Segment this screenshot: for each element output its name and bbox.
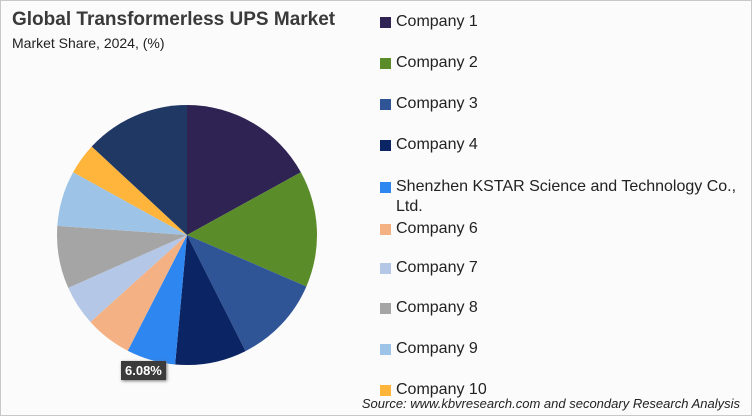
- legend-item-5: Shenzhen KSTAR Science and Technology Co…: [380, 177, 746, 217]
- pie-slice-5: [127, 235, 187, 365]
- pie-slice-11: [91, 105, 187, 235]
- pie-slice-1: [187, 105, 301, 235]
- legend-swatch: [380, 140, 391, 151]
- legend-swatch: [380, 58, 391, 69]
- legend-item-7: Company 7: [380, 258, 478, 278]
- legend-label: Company 2: [396, 54, 478, 71]
- legend-item-10: Company 10: [380, 380, 487, 400]
- pie-slice-9: [57, 172, 187, 235]
- legend-item-8: Company 8: [380, 298, 478, 318]
- legend-swatch: [380, 99, 391, 110]
- pie-slice-10: [73, 146, 187, 235]
- chart-subtitle: Market Share, 2024, (%): [12, 35, 165, 51]
- chart-title: Global Transformerless UPS Market: [12, 9, 336, 30]
- legend-label: Shenzhen KSTAR Science and Technology Co…: [396, 178, 737, 215]
- legend-swatch: [380, 344, 391, 355]
- legend-label: Company 9: [396, 340, 478, 357]
- legend-item-6: Company 6: [380, 219, 478, 239]
- pie-slice-4: [175, 235, 246, 365]
- legend-label: Company 6: [396, 220, 478, 237]
- legend-label: Company 3: [396, 95, 478, 112]
- data-label-shenzhen: 6.08%: [121, 361, 166, 380]
- legend-label: Company 10: [396, 381, 487, 398]
- legend-label: Company 7: [396, 259, 478, 276]
- legend-swatch: [380, 182, 391, 193]
- pie-slice-6: [90, 235, 187, 351]
- legend-item-3: Company 3: [380, 94, 478, 114]
- pie-slice-2: [187, 172, 317, 287]
- pie-slice-3: [187, 235, 307, 352]
- legend-item-1: Company 1: [380, 12, 478, 32]
- legend-label: Company 1: [396, 13, 478, 30]
- legend-item-2: Company 2: [380, 53, 478, 73]
- source-note: Source: www.kbvresearch.com and secondar…: [361, 396, 740, 411]
- pie-slice-7: [68, 235, 187, 323]
- legend-item-9: Company 9: [380, 339, 478, 359]
- legend-swatch: [380, 385, 391, 396]
- legend-item-4: Company 4: [380, 135, 478, 155]
- legend-swatch: [380, 263, 391, 274]
- legend-swatch: [380, 17, 391, 28]
- legend-label: Company 4: [396, 136, 478, 153]
- legend-label: Company 8: [396, 299, 478, 316]
- legend-swatch: [380, 224, 391, 235]
- legend-swatch: [380, 303, 391, 314]
- pie-slice-8: [57, 225, 187, 288]
